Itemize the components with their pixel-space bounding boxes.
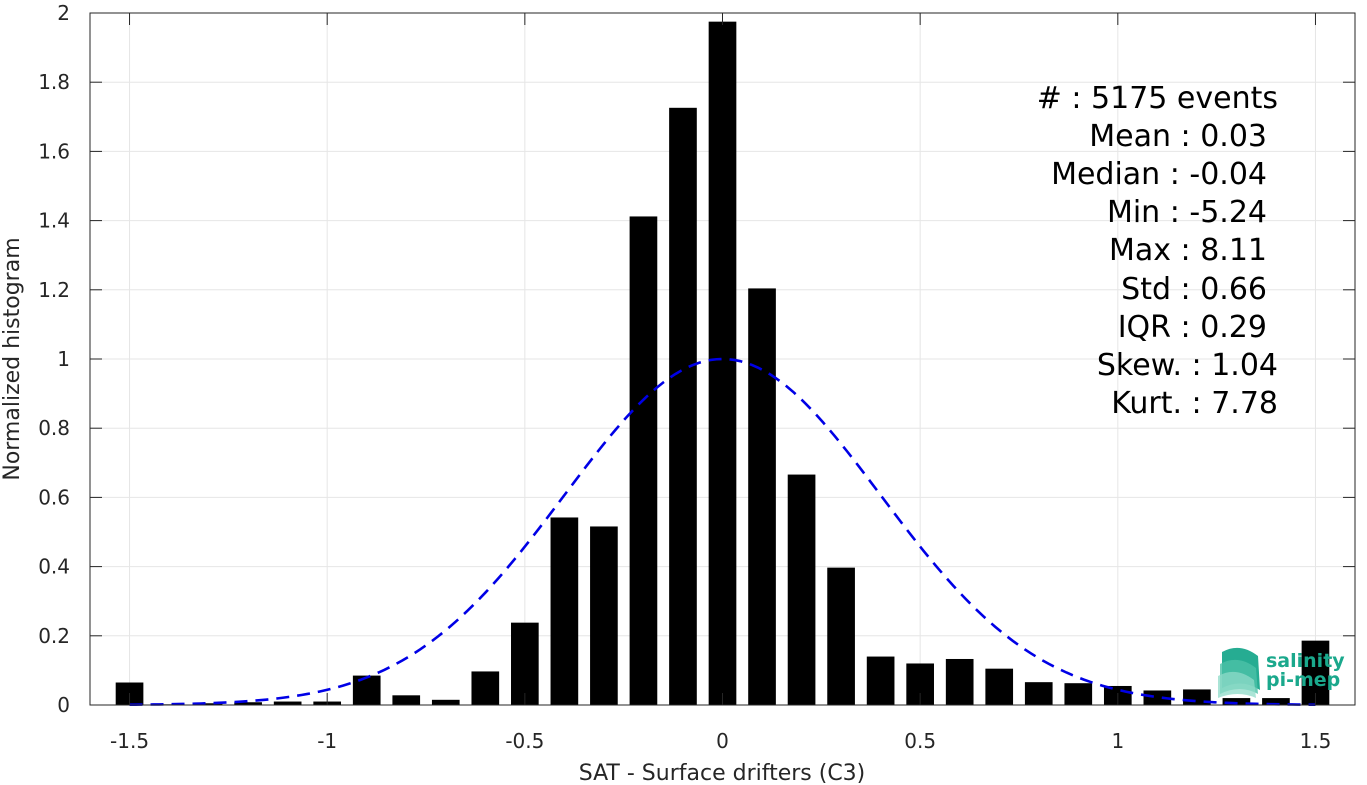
stat-iqr: IQR : 0.29	[1118, 310, 1267, 345]
histogram-bar	[945, 658, 974, 705]
y-tick-label: 0.8	[38, 416, 70, 440]
y-tick-label: 1.6	[38, 139, 70, 163]
histogram-bar	[629, 216, 658, 705]
x-axis-ticks: -1.5 -1 -0.5 0 0.5 1 1.5	[110, 13, 1331, 753]
histogram-bar	[1024, 682, 1053, 705]
histogram-bar	[748, 288, 776, 705]
histogram-bar	[1064, 683, 1093, 705]
histogram-bar	[866, 656, 895, 705]
y-axis-label: Normalized histogram	[0, 237, 25, 480]
histogram-bar	[194, 703, 223, 705]
y-tick-label: 1.2	[38, 278, 70, 302]
stat-events: # : 5175 events	[1037, 81, 1278, 116]
x-tick-label: 1	[1111, 729, 1124, 753]
x-tick-label: -0.5	[505, 729, 544, 753]
histogram-bar	[590, 526, 618, 705]
logo-text-pimep: pi-mep	[1266, 669, 1340, 691]
gaussian-fit-curve	[129, 357, 1316, 706]
histogram-bar	[392, 695, 421, 705]
histogram-bar	[234, 702, 262, 705]
salinity-pimep-logo: salinity pi-mep	[1218, 647, 1345, 698]
histogram-bar	[511, 622, 539, 705]
statistics-annotation: # : 5175 events Mean : 0.03 Median : -0.…	[1037, 81, 1278, 421]
histogram-bars	[115, 21, 1330, 705]
x-tick-label: 0.5	[904, 729, 936, 753]
stat-median: Median : -0.04	[1051, 157, 1267, 192]
stat-mean: Mean : 0.03	[1089, 119, 1267, 154]
y-axis-ticks: 0 0.2 0.4 0.6 0.8 1 1.2 1.4 1.6 1.8 2	[38, 1, 1355, 717]
x-tick-label: 0	[716, 729, 729, 753]
y-tick-label: 0.6	[38, 485, 70, 509]
histogram-bar	[550, 517, 579, 705]
histogram-bar	[352, 675, 381, 705]
histogram-bar	[1143, 690, 1172, 705]
wave-logo-icon	[1218, 647, 1260, 698]
y-tick-label: 1	[57, 347, 70, 371]
histogram-bar	[827, 567, 855, 705]
histogram-bar	[1222, 698, 1251, 705]
histogram-bar	[471, 671, 500, 705]
histogram-bar	[431, 699, 460, 705]
histogram-bar	[669, 107, 697, 705]
stat-kurt: Kurt. : 7.78	[1111, 386, 1278, 421]
logo-text-salinity: salinity	[1266, 650, 1345, 672]
x-tick-label: 1.5	[1300, 729, 1332, 753]
histogram-bar	[273, 701, 302, 705]
x-axis-label: SAT - Surface drifters (C3)	[579, 761, 866, 785]
y-tick-label: 0	[57, 693, 70, 717]
histogram-bar	[1262, 698, 1290, 705]
stat-std: Std : 0.66	[1121, 272, 1267, 307]
y-tick-label: 1.4	[38, 209, 70, 233]
histogram-bar	[985, 668, 1014, 705]
histogram-bar	[708, 21, 737, 705]
histogram-bar	[787, 474, 816, 705]
stat-min: Min : -5.24	[1107, 195, 1267, 230]
stat-skew: Skew. : 1.04	[1097, 348, 1278, 383]
y-tick-label: 0.2	[38, 624, 70, 648]
y-tick-label: 1.8	[38, 70, 70, 94]
y-tick-label: 0.4	[38, 555, 70, 579]
x-tick-label: -1	[317, 729, 337, 753]
stat-max: Max : 8.11	[1109, 233, 1267, 268]
x-tick-label: -1.5	[110, 729, 149, 753]
y-tick-label: 2	[57, 1, 70, 25]
